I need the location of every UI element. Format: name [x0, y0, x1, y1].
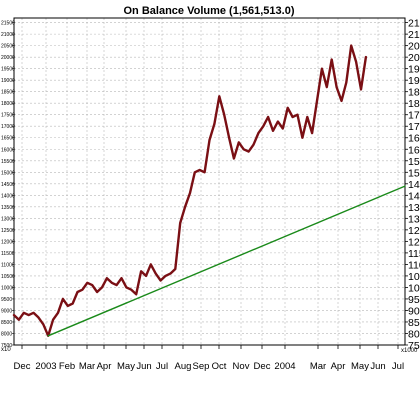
x-tick-label: Jul	[156, 361, 168, 372]
x-tick-label: Dec	[254, 361, 271, 372]
right-tick-label: 205	[408, 41, 420, 53]
left-tick-label: 18000	[1, 101, 15, 107]
right-tick-label: 110	[408, 259, 420, 271]
trend-line	[47, 185, 406, 337]
right-tick-label: 130	[408, 213, 420, 225]
left-axis-unit: x10	[1, 347, 11, 353]
right-tick-label: 80	[408, 328, 420, 340]
left-tick-label: 13000	[1, 216, 15, 222]
left-tick-label: 9500	[1, 297, 12, 303]
left-tick-label: 19500	[1, 67, 15, 73]
x-tick-label: Jul	[392, 361, 404, 372]
right-tick-label: 95	[408, 294, 420, 306]
left-tick-label: 14000	[1, 193, 15, 199]
left-tick-label: 11500	[1, 251, 15, 257]
right-tick-label: 100	[408, 282, 420, 294]
x-tick-label: Feb	[59, 361, 75, 372]
right-tick-label: 210	[408, 29, 420, 41]
left-tick-label: 10000	[1, 285, 15, 291]
left-tick-label: 10500	[1, 274, 15, 280]
left-tick-label: 11000	[1, 262, 15, 268]
x-tick-label: Apr	[97, 361, 112, 372]
right-tick-label: 175	[408, 110, 420, 122]
right-tick-label: 125	[408, 225, 420, 237]
grid-layer	[14, 18, 405, 346]
right-tick-label: 155	[408, 156, 420, 168]
left-tick-label: 21000	[1, 32, 15, 38]
right-axis: 7580859095100105110115120125130135140145…	[405, 18, 420, 352]
left-tick-label: 20000	[1, 55, 15, 61]
right-tick-label: 160	[408, 144, 420, 156]
x-tick-label: Sep	[193, 361, 210, 372]
left-tick-label: 13500	[1, 205, 15, 211]
left-tick-label: 21500	[1, 21, 15, 27]
right-tick-label: 190	[408, 75, 420, 87]
x-tick-label: Oct	[212, 361, 227, 372]
right-axis-unit: x1000	[401, 348, 418, 354]
right-tick-label: 200	[408, 52, 420, 64]
left-tick-label: 19000	[1, 78, 15, 84]
left-tick-label: 7500	[1, 343, 12, 349]
right-tick-label: 140	[408, 190, 420, 202]
left-tick-label: 9000	[1, 308, 12, 314]
right-tick-label: 195	[408, 64, 420, 76]
right-tick-label: 75	[408, 340, 420, 352]
right-tick-label: 90	[408, 305, 420, 317]
x-tick-label: Dec	[14, 361, 31, 372]
x-tick-label: Mar	[310, 361, 326, 372]
x-tick-label: May	[117, 361, 135, 372]
right-tick-label: 180	[408, 98, 420, 110]
right-tick-label: 135	[408, 202, 420, 214]
left-tick-label: 20500	[1, 44, 15, 50]
left-tick-label: 8500	[1, 320, 12, 326]
left-tick-label: 8000	[1, 331, 12, 337]
x-tick-label: Jun	[136, 361, 151, 372]
right-tick-label: 105	[408, 271, 420, 283]
left-tick-label: 17500	[1, 113, 15, 119]
plot-frame	[13, 17, 406, 346]
left-tick-label: 18500	[1, 90, 15, 96]
left-axis: 7500 8000 8500 9000 9500 10000 10500 11000 11500…	[1, 21, 15, 349]
series-layer	[12, 44, 406, 337]
right-tick-label: 115	[408, 248, 420, 260]
x-tick-label: Aug	[175, 361, 192, 372]
left-tick-label: 17000	[1, 124, 15, 130]
x-tick-label: May	[351, 361, 369, 372]
right-tick-label: 150	[408, 167, 420, 179]
chart-title: On Balance Volume (1,561,513.0)	[124, 5, 295, 17]
right-tick-label: 145	[408, 179, 420, 191]
x-tick-label: Apr	[331, 361, 346, 372]
left-tick-label: 14500	[1, 182, 15, 188]
left-tick-label: 12000	[1, 239, 15, 245]
right-tick-label: 215	[408, 18, 420, 30]
x-axis: Dec 2003 Feb Mar Apr May Jun Jul Aug Sep Oct Nov Dec…	[14, 345, 404, 372]
obv-series-line	[12, 44, 368, 337]
left-tick-label: 15000	[1, 170, 15, 176]
left-tick-label: 15500	[1, 159, 15, 165]
right-tick-label: 170	[408, 121, 420, 133]
right-tick-label: 185	[408, 87, 420, 99]
right-tick-label: 120	[408, 236, 420, 248]
right-tick-label: 165	[408, 133, 420, 145]
right-tick-label: 85	[408, 317, 420, 329]
left-tick-label: 16000	[1, 147, 15, 153]
left-tick-label: 12500	[1, 228, 15, 234]
x-tick-label: Nov	[233, 361, 250, 372]
x-tick-label: 2003	[35, 361, 56, 372]
x-tick-label: 2004	[274, 361, 295, 372]
x-tick-label: Mar	[79, 361, 95, 372]
x-tick-label: Jun	[370, 361, 385, 372]
left-tick-label: 16500	[1, 136, 15, 142]
